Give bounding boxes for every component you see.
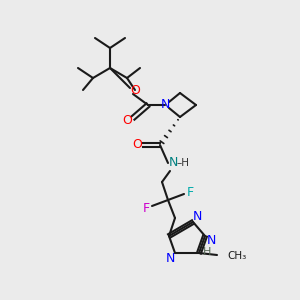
Text: O: O: [132, 139, 142, 152]
Text: O: O: [130, 83, 140, 97]
Text: H: H: [203, 247, 211, 257]
Text: F: F: [186, 185, 194, 199]
Text: F: F: [142, 202, 150, 214]
Text: –H: –H: [176, 158, 190, 168]
Text: N: N: [192, 211, 202, 224]
Text: N: N: [168, 157, 178, 169]
Text: O: O: [122, 113, 132, 127]
Text: N: N: [160, 98, 170, 110]
Text: N: N: [165, 251, 175, 265]
Text: CH₃: CH₃: [227, 251, 246, 261]
Text: N: N: [206, 233, 216, 247]
